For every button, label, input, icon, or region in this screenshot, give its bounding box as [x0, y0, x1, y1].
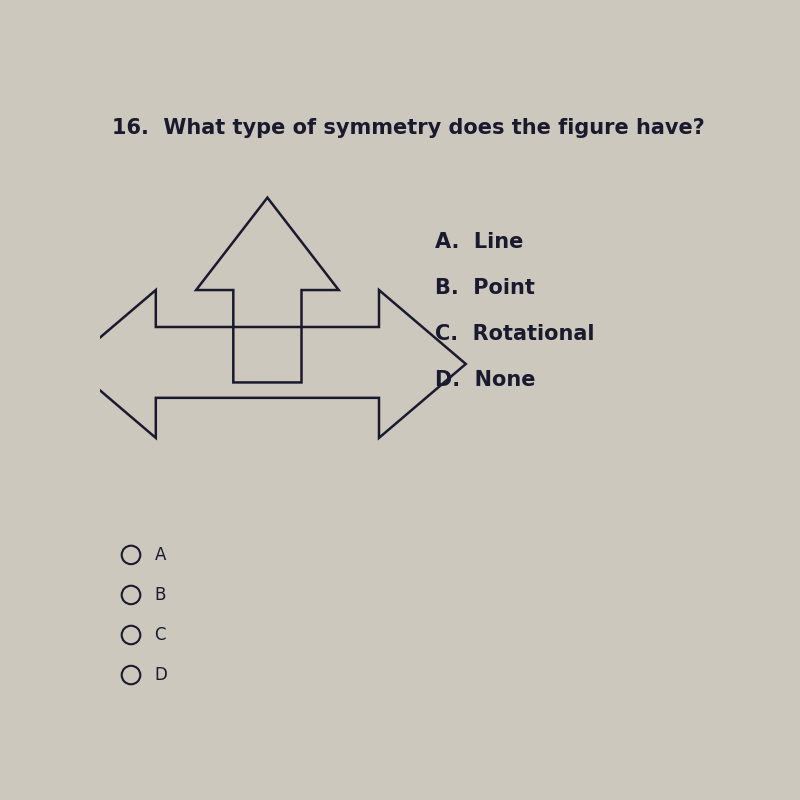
Text: D: D [154, 666, 167, 684]
Text: 16.  What type of symmetry does the figure have?: 16. What type of symmetry does the figur… [112, 118, 705, 138]
Text: C: C [154, 626, 166, 644]
Text: D.  None: D. None [435, 370, 535, 390]
Text: C.  Rotational: C. Rotational [435, 324, 594, 344]
Text: B: B [154, 586, 166, 604]
Text: B.  Point: B. Point [435, 278, 534, 298]
Text: A: A [154, 546, 166, 564]
Text: A.  Line: A. Line [435, 231, 523, 251]
